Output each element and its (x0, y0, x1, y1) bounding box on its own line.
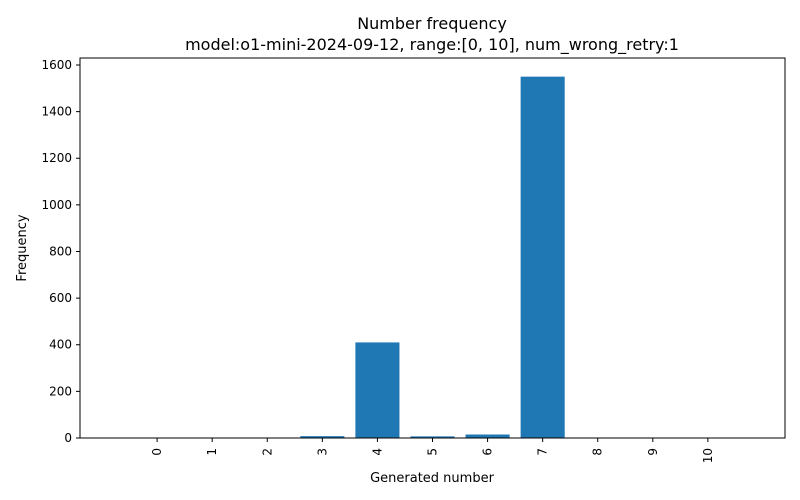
y-tick-label-1200: 1200 (41, 151, 72, 165)
x-tick-label-3: 3 (315, 448, 329, 456)
y-axis-ticks: 0 200 400 600 800 1000 1200 1400 1600 (41, 58, 80, 445)
y-tick-label-1000: 1000 (41, 198, 72, 212)
y-tick-label-200: 200 (49, 384, 72, 398)
x-axis-label: Generated number (370, 471, 494, 486)
bar-5 (410, 436, 455, 438)
y-tick-label-0: 0 (64, 431, 72, 445)
bar-6 (465, 434, 510, 438)
x-axis-ticks: 0 1 2 3 4 5 6 7 8 9 10 (150, 438, 715, 463)
x-tick-label-6: 6 (481, 448, 495, 456)
chart-title: Number frequency (357, 14, 507, 33)
bar-7 (520, 76, 565, 439)
chart-subtitle: model:o1-mini-2024-09-12, range:[0, 10],… (185, 35, 679, 55)
x-tick-label-10: 10 (701, 448, 715, 463)
x-tick-label-1: 1 (205, 448, 219, 456)
bar-3 (300, 436, 345, 438)
y-tick-label-600: 600 (49, 291, 72, 305)
x-tick-label-9: 9 (646, 448, 660, 456)
bar-4 (355, 342, 400, 438)
x-tick-label-5: 5 (426, 448, 440, 456)
x-tick-label-7: 7 (536, 448, 550, 456)
y-tick-label-1600: 1600 (41, 58, 72, 72)
x-tick-label-0: 0 (150, 448, 164, 456)
x-tick-label-4: 4 (370, 448, 384, 456)
y-tick-label-800: 800 (49, 244, 72, 258)
x-tick-label-2: 2 (260, 448, 274, 456)
x-tick-label-8: 8 (591, 448, 605, 456)
y-tick-label-400: 400 (49, 338, 72, 352)
y-tick-label-1400: 1400 (41, 105, 72, 119)
plot-frame (79, 57, 786, 439)
y-axis-label: Frequency (15, 214, 30, 281)
bars-group (300, 76, 565, 439)
